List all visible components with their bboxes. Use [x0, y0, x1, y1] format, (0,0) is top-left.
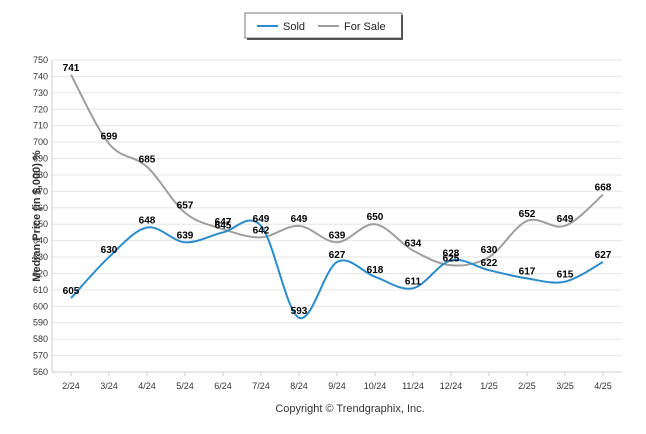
x-tick-label: 7/24	[252, 381, 270, 391]
data-label-sold: 639	[177, 230, 194, 241]
x-tick-label: 2/24	[62, 381, 80, 391]
y-tick-label: 610	[33, 285, 48, 295]
y-tick-label: 730	[33, 88, 48, 98]
x-axis-ticks: 2/24 3/24 4/24 5/24 6/24 7/24 8/24 9/24 10/24 11/…	[62, 372, 612, 391]
x-tick-label: 8/24	[290, 381, 308, 391]
data-label-for-sale: 642	[253, 225, 270, 236]
y-tick-label: 650	[33, 219, 48, 229]
data-label-sold: 649	[253, 214, 270, 225]
y-tick-label: 640	[33, 236, 48, 246]
y-tick-label: 710	[33, 121, 48, 131]
y-tick-label: 680	[33, 170, 48, 180]
data-label-sold: 622	[481, 258, 498, 269]
data-label-for-sale: 741	[63, 63, 80, 74]
y-tick-label: 600	[33, 301, 48, 311]
x-tick-label: 5/24	[176, 381, 194, 391]
y-tick-label: 670	[33, 186, 48, 196]
x-tick-label: 4/25	[594, 381, 612, 391]
x-tick-label: 3/24	[100, 381, 118, 391]
y-tick-label: 630	[33, 252, 48, 262]
y-axis-ticks: 560 570 580 590 600 610 620 630 640 650 660 670 680 6…	[33, 55, 48, 377]
data-label-sold: 648	[139, 215, 156, 226]
data-label-sold: 615	[557, 270, 574, 281]
y-tick-label: 570	[33, 351, 48, 361]
data-label-sold: 627	[329, 250, 346, 261]
data-labels: 605 630 648 639 645 649 593 627 618 611 628 622 617 6…	[63, 63, 612, 317]
x-tick-label: 1/25	[480, 381, 498, 391]
data-label-for-sale: 668	[595, 183, 612, 194]
x-tick-label: 11/24	[402, 381, 424, 391]
data-label-sold: 645	[215, 220, 232, 231]
y-tick-label: 740	[33, 71, 48, 81]
y-tick-label: 700	[33, 137, 48, 147]
data-label-sold: 618	[367, 265, 384, 276]
grid	[51, 59, 622, 373]
series-line-for-sale	[70, 74, 604, 267]
data-label-sold: 628	[443, 248, 460, 259]
x-tick-label: 10/24	[364, 381, 387, 391]
data-label-for-sale: 625	[443, 253, 460, 264]
data-label-for-sale: 639	[329, 230, 346, 241]
legend: Sold For Sale	[244, 12, 403, 40]
x-tick-label: 3/25	[556, 381, 574, 391]
data-label-for-sale: 657	[177, 201, 194, 212]
x-tick-label: 9/24	[328, 381, 346, 391]
data-label-for-sale: 634	[405, 238, 422, 249]
y-tick-label: 560	[33, 367, 48, 377]
x-tick-label: 2/25	[518, 381, 536, 391]
series-lines	[70, 74, 604, 319]
y-tick-label: 590	[33, 318, 48, 328]
y-tick-label: 690	[33, 154, 48, 164]
copyright-footer: Copyright © Trendgraphix, Inc.	[275, 403, 424, 415]
y-tick-label: 620	[33, 268, 48, 278]
legend-label-for-sale: For Sale	[344, 21, 386, 33]
data-label-sold: 630	[101, 245, 118, 256]
data-label-for-sale: 699	[101, 132, 118, 143]
y-axis-title: Median Price (in $,000) %	[31, 150, 43, 282]
data-label-sold: 617	[519, 266, 536, 277]
data-label-for-sale: 649	[557, 214, 574, 225]
data-label-sold: 605	[63, 286, 80, 297]
data-label-for-sale: 630	[481, 245, 498, 256]
data-label-for-sale: 647	[215, 217, 232, 228]
x-tick-label: 6/24	[214, 381, 232, 391]
legend-label-sold: Sold	[283, 21, 305, 33]
y-tick-label: 720	[33, 104, 48, 114]
data-label-sold: 593	[291, 306, 308, 317]
data-label-for-sale: 685	[139, 155, 156, 166]
data-label-sold: 627	[595, 250, 612, 261]
y-tick-label: 750	[33, 55, 48, 65]
x-tick-label: 4/24	[138, 381, 156, 391]
series-line-sold	[70, 219, 604, 319]
data-label-for-sale: 652	[519, 209, 536, 220]
x-tick-label: 12/24	[440, 381, 463, 391]
data-label-for-sale: 650	[367, 212, 384, 223]
y-tick-label: 580	[33, 334, 48, 344]
data-label-for-sale: 649	[291, 214, 308, 225]
y-tick-label: 660	[33, 203, 48, 213]
data-label-sold: 611	[405, 276, 422, 287]
